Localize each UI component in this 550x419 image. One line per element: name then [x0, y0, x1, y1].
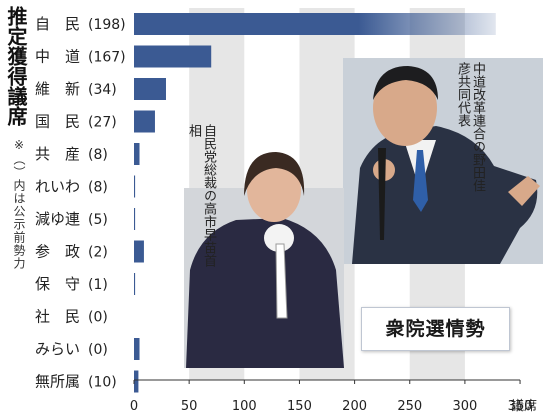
category-label: 社 民 [35, 308, 80, 326]
caption-takaichi: 自民党総裁の高市早苗首相 [186, 124, 216, 267]
category-label: 国 民 [35, 113, 80, 131]
chart-note: ※（）内は公示前勢力 [12, 138, 26, 270]
x-tick-label: 250 [397, 399, 422, 414]
bar-4 [134, 143, 140, 165]
noda-raised-hand [508, 176, 540, 206]
bar-7 [134, 240, 144, 263]
bar-8 [134, 273, 136, 295]
pre-election-seats: (8) [88, 147, 108, 163]
x-unit: 議席 [511, 398, 537, 414]
pre-election-seats: (8) [88, 180, 108, 196]
takaichi-jacket [186, 218, 344, 368]
bar-11 [134, 370, 139, 393]
x-tick-label: 300 [452, 399, 477, 414]
category-label: れいわ [35, 178, 80, 196]
category-labels: 自 民 (198) 中 道 (167) 維 新 (34) 国 民 (27) 共 産 (8) れいわ (… [35, 15, 126, 391]
pre-election-seats: (1) [88, 277, 108, 293]
pre-election-seats: (2) [88, 245, 108, 261]
bar-2 [134, 78, 166, 100]
category-label: 共 産 [35, 145, 80, 163]
photos-layer [184, 58, 543, 368]
pre-election-seats: (34) [88, 82, 117, 98]
pre-election-seats: (198) [88, 17, 126, 33]
x-tick-label: 200 [342, 399, 367, 414]
pre-election-seats: (5) [88, 212, 108, 228]
bar-3 [134, 110, 155, 133]
pre-election-seats: (27) [88, 115, 117, 131]
category-label: 中 道 [35, 48, 80, 66]
category-label: みらい [35, 340, 80, 358]
takaichi-gloves [264, 224, 294, 252]
noda-face [373, 70, 437, 146]
noda-suit [352, 126, 538, 264]
category-label: 減ゆ連 [35, 210, 80, 228]
caption-noda: 中道改革連合の野田佳彦共同代表 [455, 62, 485, 192]
bar-1 [134, 45, 212, 68]
x-tick-label: 50 [181, 399, 198, 414]
noda-hair [373, 66, 438, 100]
bars-layer [134, 13, 496, 393]
takaichi-mic [275, 243, 288, 319]
bar-10 [134, 338, 140, 360]
bar-0 [134, 13, 496, 35]
takaichi-hair [244, 152, 305, 196]
x-tick-label: 350 [508, 399, 533, 414]
chart-title: 推定獲得議席 [4, 6, 28, 126]
category-label: 参 政 [35, 243, 80, 261]
x-tick-label: 0 [130, 399, 138, 414]
takaichi-face [247, 158, 301, 222]
pre-election-seats: (167) [88, 50, 126, 66]
category-label: 維 新 [35, 80, 80, 98]
category-label: 自 民 [35, 15, 80, 33]
bar-5 [134, 175, 136, 198]
election-label: 衆院選情勢 [361, 307, 510, 351]
pre-election-seats: (0) [88, 310, 108, 326]
x-tick-label: 100 [232, 399, 257, 414]
noda-tie [413, 150, 428, 212]
pre-election-seats: (0) [88, 342, 108, 358]
noda-mic [378, 148, 386, 240]
category-label: 無所属 [35, 373, 80, 391]
pre-election-seats: (10) [88, 375, 117, 391]
category-label: 保 守 [35, 275, 80, 293]
bar-6 [134, 208, 136, 230]
x-tick-label: 150 [287, 399, 312, 414]
